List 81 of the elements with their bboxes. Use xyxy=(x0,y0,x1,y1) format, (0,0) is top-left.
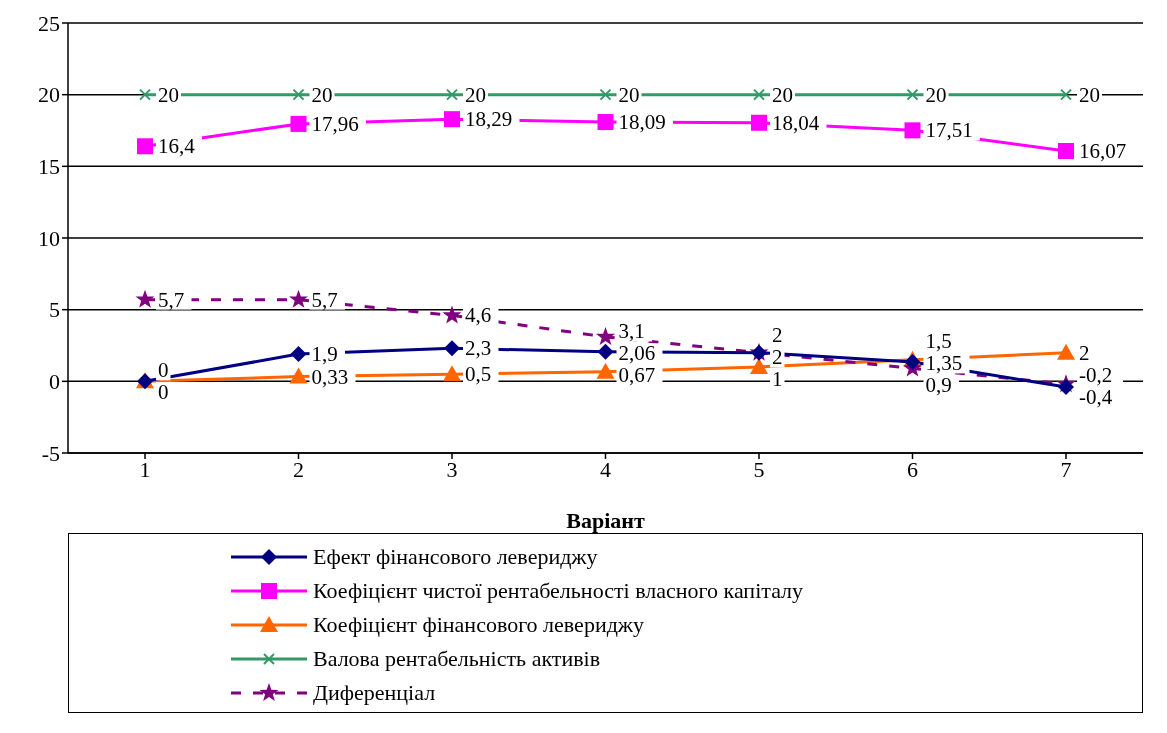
legend-label: Валова рентабельність активів xyxy=(313,646,601,672)
data-label: -0,2 xyxy=(1079,362,1113,387)
data-label: 1,5 xyxy=(925,329,952,354)
point xyxy=(289,367,308,384)
data-label: 2 xyxy=(772,345,783,370)
data-label: 3,1 xyxy=(618,319,645,344)
data-label: 2 xyxy=(1079,340,1090,365)
point xyxy=(444,340,460,357)
data-label: 0 xyxy=(158,358,169,383)
data-label: 2,3 xyxy=(465,336,492,361)
point xyxy=(599,88,612,101)
data-label: 0 xyxy=(158,380,169,405)
data-label: 2,06 xyxy=(618,341,656,366)
point xyxy=(753,88,765,101)
data-label: 20 xyxy=(465,82,486,107)
data-label: 2 xyxy=(772,323,783,348)
data-label: 16,4 xyxy=(158,134,196,159)
point xyxy=(1057,343,1075,360)
point xyxy=(1060,88,1072,101)
point xyxy=(288,289,309,308)
y-tick-label: -5 xyxy=(41,440,60,466)
data-label: 18,04 xyxy=(772,110,820,135)
x-tick-label: 4 xyxy=(600,456,611,482)
y-tick-label: 0 xyxy=(49,369,60,395)
point xyxy=(139,88,151,101)
y-tick-label: 15 xyxy=(38,154,60,180)
point xyxy=(290,346,307,363)
point xyxy=(443,365,461,382)
data-label: 20 xyxy=(772,82,793,107)
point xyxy=(446,88,458,101)
legend-label: Ефект фінансового левериджу xyxy=(313,544,598,570)
point xyxy=(904,122,921,139)
data-label: 18,09 xyxy=(618,110,666,135)
point xyxy=(135,289,155,308)
data-label: 16,07 xyxy=(1079,139,1127,163)
data-label: 20 xyxy=(925,82,947,107)
point xyxy=(597,114,614,131)
data-label: 20 xyxy=(618,82,640,107)
y-tick-label: 10 xyxy=(38,225,60,251)
data-label: 1 xyxy=(772,367,783,392)
x-axis-title: Варіант xyxy=(566,508,645,533)
data-label: 4,6 xyxy=(465,303,492,328)
data-label: 17,96 xyxy=(311,111,359,136)
y-tick-label: 25 xyxy=(38,10,60,36)
point xyxy=(906,88,919,101)
x-tick-label: 3 xyxy=(446,456,458,482)
point xyxy=(595,326,616,345)
point xyxy=(597,343,614,360)
data-label: 20 xyxy=(158,82,179,107)
data-label: 0,33 xyxy=(311,364,349,389)
point xyxy=(1058,143,1074,159)
point xyxy=(442,305,462,324)
x-tick-label: 5 xyxy=(753,456,765,482)
x-tick-label: 6 xyxy=(907,456,918,482)
data-label: 5,7 xyxy=(158,287,185,312)
x-tick-label: 1 xyxy=(139,456,151,482)
data-label: 20 xyxy=(311,82,333,107)
point xyxy=(137,138,153,155)
data-label: 18,29 xyxy=(465,107,513,132)
point xyxy=(596,362,615,379)
point xyxy=(750,358,768,374)
x-tick-label: 2 xyxy=(293,456,304,482)
legend-label: Диференціал xyxy=(313,680,436,706)
point xyxy=(444,111,460,128)
y-tick-label: 5 xyxy=(49,297,60,323)
data-label: 17,51 xyxy=(925,118,973,143)
legend-label: Коефіцієнт чистої рентабельності власного капіталу xyxy=(313,578,804,604)
legend-label: Коефіцієнт фінансового левериджу xyxy=(313,612,645,638)
data-label: 0,5 xyxy=(465,362,492,387)
data-label: 0,9 xyxy=(925,373,952,398)
point xyxy=(1058,379,1074,396)
x-tick-label: 7 xyxy=(1060,456,1072,482)
data-label: 0,67 xyxy=(618,363,656,388)
data-label: 1,35 xyxy=(925,351,963,376)
point xyxy=(290,115,307,132)
point xyxy=(292,88,305,101)
y-tick-label: 20 xyxy=(38,82,60,108)
data-label: 20 xyxy=(1079,82,1100,107)
data-label: 5,7 xyxy=(311,287,338,312)
data-label: 1,9 xyxy=(311,342,338,367)
point xyxy=(751,114,767,131)
